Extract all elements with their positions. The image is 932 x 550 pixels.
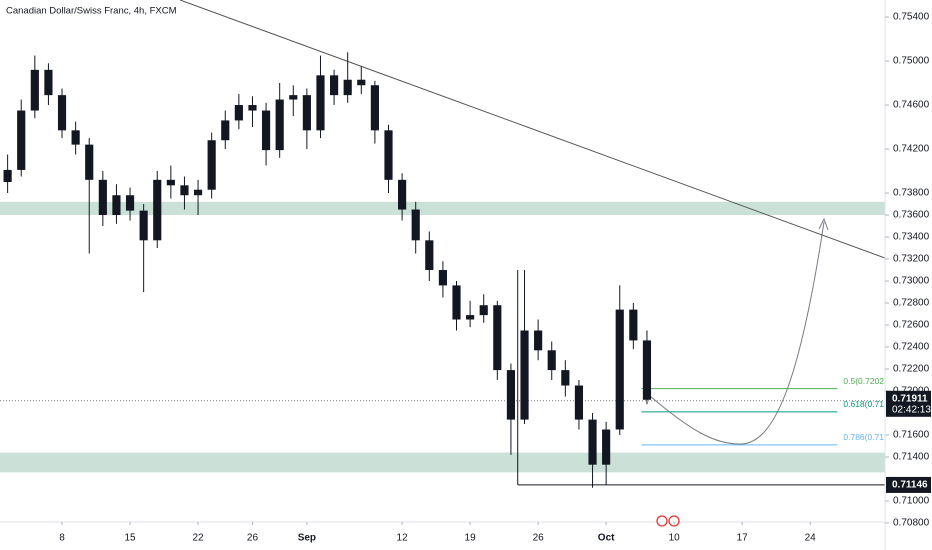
y-tick-label: 0.73400	[893, 232, 930, 243]
y-tick-label: 0.75400	[893, 12, 930, 23]
candle-body	[193, 189, 203, 196]
icon	[668, 515, 680, 527]
x-tick-label: 12	[397, 533, 409, 544]
candle-body	[370, 85, 379, 131]
candle-body	[547, 350, 556, 371]
y-tick-label: 0.75000	[893, 56, 930, 67]
plot-area: 0.5(0.72022) 0.618(0.7181 0.786(0.7151	[0, 0, 893, 488]
candle-body	[629, 309, 638, 341]
candle-body	[289, 95, 298, 100]
candle-body	[275, 99, 284, 151]
price-axis-bg	[886, 0, 932, 550]
candle-body	[615, 309, 624, 430]
candle-body	[302, 95, 311, 131]
candle-body	[98, 179, 107, 216]
x-tick-label: 22	[192, 533, 204, 544]
candle-body	[85, 144, 94, 180]
candle-body	[425, 240, 434, 271]
candle-body	[71, 130, 80, 145]
candle-body	[506, 370, 516, 420]
candle-body	[30, 69, 39, 111]
chart-title: Canadian Dollar/Swiss Franc, 4h, FXCM	[6, 6, 177, 17]
candle-body	[642, 340, 652, 400]
x-tick-label: Sep	[298, 533, 316, 544]
candle-body	[221, 120, 230, 141]
candle-body	[398, 179, 407, 210]
countdown-label: 02:42:13	[892, 404, 931, 415]
y-tick-label: 0.73800	[893, 188, 930, 199]
fib-label: 0.618(0.7181	[843, 399, 893, 409]
projection-curve	[649, 221, 825, 445]
icon	[656, 515, 668, 527]
candle-body	[452, 285, 461, 320]
x-tick-label: 26	[247, 533, 259, 544]
projection-arrowhead	[818, 217, 829, 231]
y-tick-label: 0.71400	[893, 452, 930, 463]
candle-body	[125, 195, 135, 211]
x-tick-label: 24	[805, 533, 817, 544]
candle-body	[357, 79, 366, 86]
candle-body	[316, 75, 325, 131]
candle-body	[17, 110, 26, 170]
y-tick-label: 0.72800	[893, 298, 930, 309]
zone	[0, 201, 885, 216]
trendline	[179, 0, 885, 259]
candle-body	[3, 169, 12, 183]
fib-label: 0.5(0.72022)	[843, 376, 891, 386]
x-tick-label: Oct	[598, 533, 615, 544]
candle-body	[479, 305, 488, 316]
x-tick-label: 17	[737, 533, 749, 544]
y-tick-label: 0.74600	[893, 100, 930, 111]
support-label: 0.71146	[892, 480, 928, 491]
y-tick-label: 0.73200	[893, 254, 930, 265]
alert-icons	[656, 515, 680, 527]
candle-body	[153, 179, 162, 241]
y-tick-label: 0.71000	[893, 496, 930, 507]
support-box	[886, 476, 931, 493]
candle-body	[44, 69, 53, 96]
last-price-label: 0.71911	[892, 393, 928, 404]
candle-body	[343, 79, 352, 96]
candle-body	[493, 305, 502, 371]
candle-body	[207, 140, 216, 190]
candle-body	[112, 195, 121, 216]
x-tick-label: 8	[59, 533, 65, 544]
zone	[0, 452, 885, 473]
x-tick-label: 10	[669, 533, 681, 544]
candle-body	[438, 270, 447, 286]
x-tick-label: 19	[465, 533, 477, 544]
candle-body	[574, 385, 584, 420]
candle-body	[466, 315, 475, 320]
candle-body	[411, 209, 420, 241]
candle-body	[234, 105, 243, 121]
y-tick-label: 0.73600	[893, 210, 930, 221]
y-tick-label: 0.71600	[893, 430, 930, 441]
candle-body	[588, 419, 597, 465]
candle-body	[602, 429, 611, 465]
candle-body	[520, 330, 529, 420]
y-tick-label: 0.72600	[893, 320, 930, 331]
y-tick-label: 0.70800	[893, 518, 930, 529]
y-tick-label: 0.72400	[893, 342, 930, 353]
x-tick-label: 26	[533, 533, 545, 544]
candle-body	[561, 370, 570, 386]
candle-body	[57, 95, 67, 131]
y-tick-label: 0.74200	[893, 144, 930, 155]
candle-body	[330, 75, 339, 96]
candle-body	[534, 330, 543, 351]
y-tick-label: 0.73000	[893, 276, 930, 287]
y-tick-label: 0.72200	[893, 364, 930, 375]
candle-body	[261, 110, 271, 151]
candle-body	[139, 210, 148, 241]
fib-label: 0.786(0.7151	[843, 432, 893, 442]
last-price-box	[886, 390, 931, 417]
candle-body	[384, 130, 393, 180]
candle-body	[248, 105, 257, 111]
candle-body	[166, 179, 175, 186]
candle-body	[180, 185, 189, 196]
x-tick-label: 15	[124, 533, 136, 544]
